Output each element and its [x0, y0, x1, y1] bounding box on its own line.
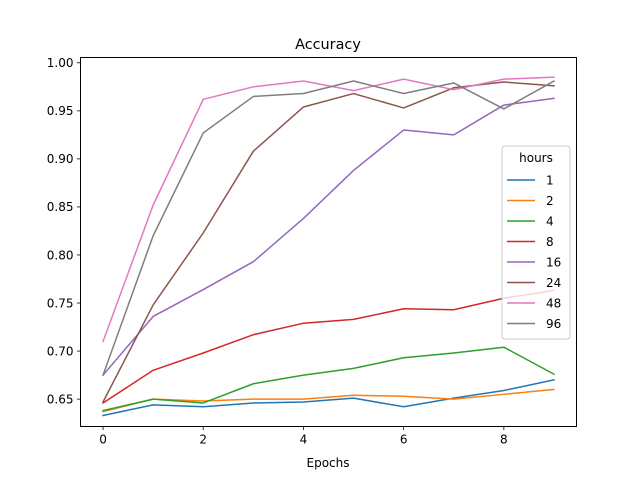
legend-label-24: 24 [546, 276, 561, 290]
legend-label-16: 16 [546, 255, 561, 269]
y-tick-label: 1.00 [47, 56, 74, 70]
x-tick-label: 4 [300, 433, 308, 447]
x-tick-label: 2 [199, 433, 207, 447]
y-tick-label: 0.90 [47, 152, 74, 166]
y-tick-label: 0.85 [47, 200, 74, 214]
x-tick-label: 6 [400, 433, 408, 447]
series-line-4 [102, 346, 555, 412]
series-line-16 [101, 97, 555, 377]
legend-label-2: 2 [546, 194, 554, 208]
x-tick-label: 8 [500, 433, 508, 447]
series-line-2 [102, 388, 555, 413]
legend-title: hours [519, 151, 553, 165]
legend-label-4: 4 [546, 214, 554, 228]
y-tick-label: 0.75 [47, 296, 74, 310]
axes-frame [80, 57, 577, 427]
series-line-48 [102, 76, 555, 343]
series-line-96 [102, 80, 555, 377]
y-tick-label: 0.80 [47, 248, 74, 262]
legend-label-8: 8 [546, 235, 554, 249]
series-line-1 [102, 379, 555, 417]
y-tick-label: 0.70 [47, 344, 74, 358]
legend-label-48: 48 [546, 296, 561, 310]
y-tick-label: 0.95 [47, 104, 74, 118]
legend-label-96: 96 [546, 317, 561, 331]
plot-area: 0 2 4 6 8 0.65 0.70 0.75 0.80 0.85 0.90 0.95 1.00 [47, 56, 555, 447]
legend-box [501, 145, 571, 340]
y-tick-label: 0.65 [47, 392, 74, 406]
legend-label-1: 1 [546, 173, 554, 187]
chart-title: Accuracy [295, 37, 361, 53]
x-axis-label: Epochs [307, 456, 350, 470]
series-line-8 [102, 289, 555, 404]
x-tick-label: 0 [99, 433, 107, 447]
